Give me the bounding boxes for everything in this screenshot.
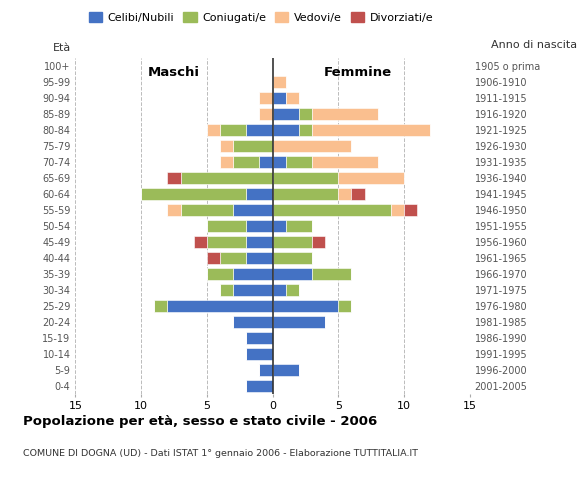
Bar (338, 300, 351, 312)
Bar (207, 268, 233, 279)
Bar (233, 268, 273, 279)
Bar (273, 172, 338, 184)
Bar (286, 156, 312, 168)
Bar (233, 316, 273, 328)
Bar (220, 140, 233, 152)
Bar (391, 204, 404, 216)
Bar (168, 172, 180, 184)
Bar (273, 140, 351, 152)
Bar (273, 76, 286, 88)
Bar (207, 220, 246, 232)
Bar (246, 348, 273, 360)
Bar (273, 220, 286, 232)
Bar (154, 300, 168, 312)
Bar (233, 156, 259, 168)
Bar (273, 252, 312, 264)
Bar (220, 156, 233, 168)
Bar (312, 108, 378, 120)
Bar (259, 156, 273, 168)
Bar (220, 284, 233, 296)
Text: COMUNE DI DOGNA (UD) - Dati ISTAT 1° gennaio 2006 - Elaborazione TUTTITALIA.IT: COMUNE DI DOGNA (UD) - Dati ISTAT 1° gen… (23, 449, 418, 458)
Bar (404, 204, 417, 216)
Text: Popolazione per età, sesso e stato civile - 2006: Popolazione per età, sesso e stato civil… (23, 415, 378, 428)
Legend: Celibi/Nubili, Coniugati/e, Vedovi/e, Divorziati/e: Celibi/Nubili, Coniugati/e, Vedovi/e, Di… (84, 8, 438, 27)
Bar (312, 124, 430, 136)
Bar (299, 108, 312, 120)
Bar (207, 252, 220, 264)
Bar (220, 252, 246, 264)
Bar (273, 268, 312, 279)
Bar (273, 124, 299, 136)
Bar (273, 316, 325, 328)
Bar (259, 92, 273, 104)
Bar (286, 220, 312, 232)
Bar (351, 188, 365, 200)
Bar (299, 124, 312, 136)
Bar (180, 204, 233, 216)
Bar (259, 108, 273, 120)
Text: Maschi: Maschi (148, 66, 200, 79)
Bar (273, 156, 286, 168)
Bar (286, 92, 299, 104)
Bar (273, 284, 286, 296)
Bar (273, 300, 338, 312)
Bar (168, 300, 273, 312)
Bar (273, 364, 299, 375)
Bar (338, 188, 351, 200)
Text: Femmine: Femmine (324, 66, 392, 79)
Bar (207, 236, 246, 248)
Bar (338, 172, 404, 184)
Bar (246, 252, 273, 264)
Bar (246, 188, 273, 200)
Bar (233, 140, 273, 152)
Bar (273, 188, 338, 200)
Bar (168, 204, 180, 216)
Bar (259, 364, 273, 375)
Bar (207, 124, 220, 136)
Text: Anno di nascita: Anno di nascita (491, 40, 577, 50)
Bar (286, 284, 299, 296)
Bar (246, 220, 273, 232)
Bar (194, 236, 207, 248)
Bar (246, 332, 273, 344)
Bar (246, 380, 273, 392)
Bar (233, 284, 273, 296)
Bar (180, 172, 273, 184)
Bar (312, 268, 351, 279)
Text: Età: Età (53, 43, 71, 53)
Bar (233, 204, 273, 216)
Bar (312, 156, 378, 168)
Bar (273, 92, 286, 104)
Bar (220, 124, 246, 136)
Bar (141, 188, 246, 200)
Bar (246, 236, 273, 248)
Bar (273, 108, 299, 120)
Bar (312, 236, 325, 248)
Bar (273, 204, 391, 216)
Bar (273, 236, 312, 248)
Bar (246, 124, 273, 136)
